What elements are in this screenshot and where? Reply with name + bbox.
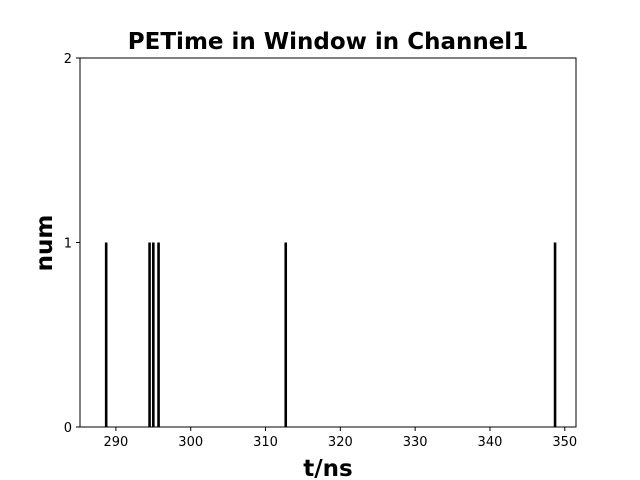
y-tick-label-0: 0: [64, 421, 72, 436]
x-axis-label: t/ns: [303, 456, 352, 480]
chart-title: PETime in Window in Channel1: [128, 29, 528, 55]
x-tick-label-5: 340: [478, 435, 503, 450]
plot-background: [80, 58, 576, 427]
x-tick-label-3: 320: [328, 435, 353, 450]
bar-3: [157, 242, 160, 427]
x-axis-ticks: 290 300 310 320 330 340 350: [103, 427, 577, 450]
y-tick-label-2: 2: [64, 52, 72, 67]
bar-5: [553, 242, 557, 427]
bar-4: [284, 242, 288, 427]
bars-group: [104, 242, 557, 427]
bar-0: [104, 242, 108, 427]
x-tick-label-1: 300: [178, 435, 203, 450]
x-tick-label-4: 330: [403, 435, 428, 450]
x-tick-label-2: 310: [253, 435, 278, 450]
bar-1: [148, 242, 151, 427]
y-axis-ticks: 0 1 2: [64, 52, 80, 436]
bar-2: [152, 242, 155, 427]
y-axis-label: num: [32, 215, 58, 272]
y-tick-label-1: 1: [64, 237, 72, 252]
x-tick-label-0: 290: [103, 435, 128, 450]
x-tick-label-6: 350: [552, 435, 577, 450]
